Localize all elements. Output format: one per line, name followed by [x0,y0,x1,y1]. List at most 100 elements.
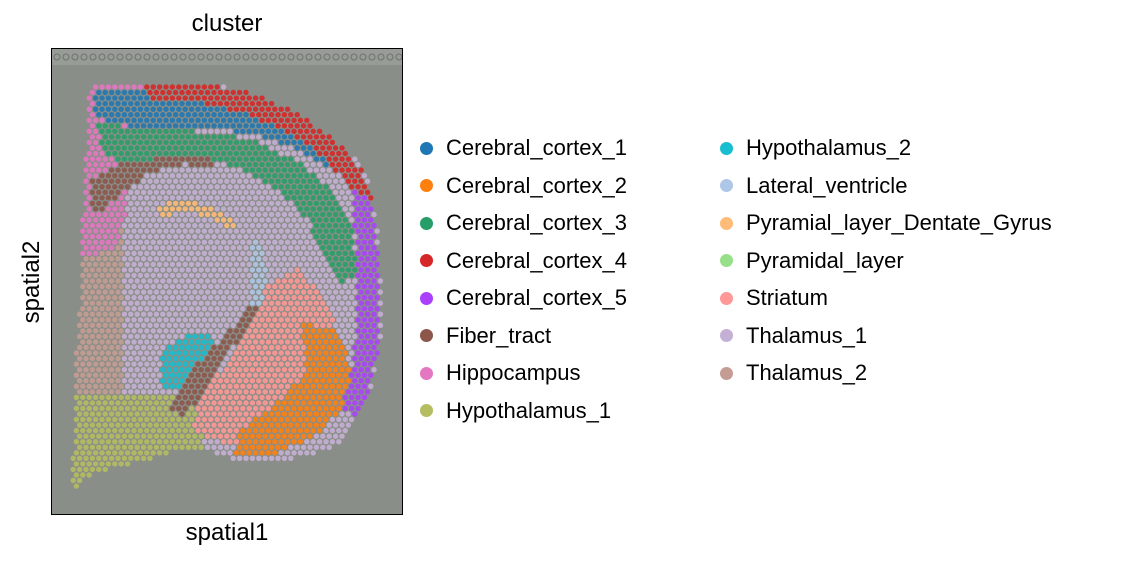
spot [115,123,121,129]
spot [156,117,163,124]
spot [121,100,128,107]
spot [262,378,268,384]
spot [364,178,371,184]
spot [144,184,150,190]
spot [76,344,83,351]
spot [102,134,108,140]
spot [182,427,188,434]
spot [204,300,211,306]
spot [169,416,176,423]
spot [243,100,249,107]
spot [361,394,368,401]
spot [128,167,134,173]
spot [137,372,144,378]
spot [112,228,118,234]
spot [323,272,329,279]
spot [156,328,163,334]
spot [230,289,236,295]
spot [160,156,166,162]
spot [92,317,99,323]
spot [316,372,323,378]
spot [172,311,179,317]
spot [377,300,384,306]
spot [268,189,275,195]
spot [86,383,92,389]
spot [275,355,281,362]
spot [156,372,163,378]
spot [128,422,134,428]
spot [259,328,265,334]
spot [320,378,326,384]
spot [204,289,211,295]
spot [92,439,99,445]
spot [300,145,307,151]
spot [224,89,230,96]
spot [339,233,345,240]
spot [275,444,281,450]
spot [272,361,278,367]
spot [288,123,294,129]
spot [214,117,220,124]
spot [320,278,326,284]
spot [188,228,195,234]
legend-marker [720,216,733,230]
spot [172,89,179,96]
spot [259,139,265,146]
spot [144,239,150,245]
spot [80,461,86,467]
spot [96,233,102,240]
spot [118,328,124,334]
spot [172,189,179,195]
spot [284,128,291,134]
spot [227,361,233,367]
spot [80,405,86,412]
spot [320,389,326,395]
spot [320,178,326,184]
spot [182,306,188,312]
spot [227,239,233,245]
spot [304,173,310,179]
spot [236,289,243,295]
spot [361,184,368,190]
spot [166,245,172,251]
spot [198,178,204,184]
spot [294,367,300,373]
spot [224,267,230,273]
spot [163,150,169,157]
spot [233,173,240,179]
spot [240,283,246,290]
spot [352,222,358,229]
spot [227,372,233,378]
spot [76,355,83,362]
spot [179,411,185,417]
spot [179,278,185,284]
spot [214,427,220,434]
spot [131,250,137,256]
spot [316,128,323,134]
spot [121,400,128,406]
spot [233,195,240,201]
spot [230,411,236,417]
spot [150,328,156,334]
spot [256,245,262,251]
spot [160,256,166,262]
spot [227,128,233,134]
spot [336,317,342,323]
spot [364,355,371,362]
spot [278,394,284,401]
spot [368,328,374,334]
spot [131,272,137,279]
spot [278,239,284,245]
spot [195,294,201,301]
spot [179,123,185,129]
spot [294,333,300,340]
spot [256,444,262,450]
spot [188,306,195,312]
spot [297,173,304,179]
spot [291,416,297,423]
spot [76,367,83,373]
spot [70,455,76,461]
fiducial-marker [152,53,160,61]
spot [137,206,144,212]
spot [281,300,288,306]
